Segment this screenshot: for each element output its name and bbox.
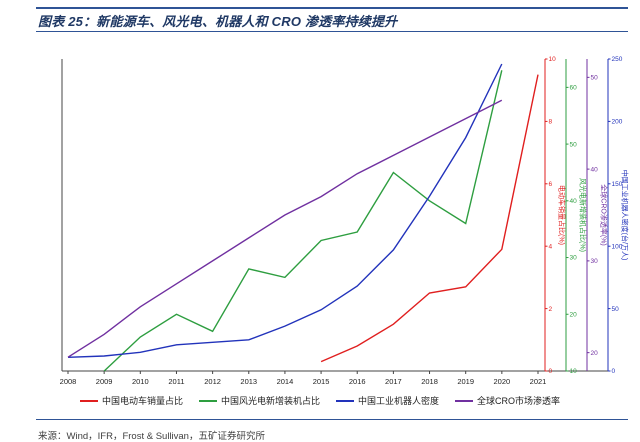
svg-text:2011: 2011 bbox=[168, 377, 184, 386]
svg-text:10: 10 bbox=[570, 368, 578, 375]
svg-text:2: 2 bbox=[549, 306, 553, 313]
svg-text:150: 150 bbox=[612, 181, 623, 188]
svg-text:2012: 2012 bbox=[204, 377, 221, 386]
source-note: 来源：Wind，IFR，Frost & Sullivan，五矿证券研究所 bbox=[38, 431, 265, 442]
svg-text:6: 6 bbox=[549, 181, 553, 188]
right-axes: 0 2 4 6 8 10 电动车销量占比(%) 10 20 30 40 50 60 风光电新增装机占比(%… bbox=[544, 56, 630, 375]
svg-text:2016: 2016 bbox=[349, 377, 366, 386]
chart-legend: 中国电动车销量占比 中国风光电新增装机占比 中国工业机器人密度 全球CRO市场渗透率 bbox=[0, 394, 640, 407]
legend-swatch bbox=[336, 399, 354, 402]
svg-text:2021: 2021 bbox=[530, 377, 547, 386]
svg-text:2018: 2018 bbox=[421, 377, 438, 386]
legend-item: 中国电动车销量占比 bbox=[79, 394, 183, 407]
legend-label: 中国风光电新增装机占比 bbox=[220, 396, 320, 406]
legend-label: 中国电动车销量占比 bbox=[101, 396, 183, 406]
svg-text:40: 40 bbox=[591, 166, 599, 173]
series-lines bbox=[67, 63, 539, 372]
svg-text:200: 200 bbox=[612, 119, 623, 126]
axis-cro: 20 30 40 50 全球CRO渗透率(%) bbox=[586, 59, 609, 371]
legend-swatch bbox=[198, 399, 217, 402]
legend-swatch bbox=[455, 399, 474, 402]
penetration-chart: 2008 2009 2010 2011 2012 2013 2014 2015 2016 2017… bbox=[60, 56, 630, 386]
bottom-rule bbox=[36, 419, 628, 420]
series-line-1 bbox=[103, 70, 503, 372]
svg-text:50: 50 bbox=[612, 306, 620, 313]
svg-text:40: 40 bbox=[570, 198, 578, 205]
svg-text:4: 4 bbox=[549, 243, 553, 250]
svg-text:2020: 2020 bbox=[494, 377, 511, 386]
x-axis: 2008 2009 2010 2011 2012 2013 2014 2015 2016 2017… bbox=[60, 371, 547, 386]
svg-text:50: 50 bbox=[570, 141, 578, 148]
series-line-2 bbox=[67, 63, 503, 358]
top-rule bbox=[36, 7, 628, 9]
axis-wind: 10 20 30 40 50 60 风光电新增装机占比(%) bbox=[565, 59, 588, 375]
svg-text:2014: 2014 bbox=[277, 377, 294, 386]
svg-text:2013: 2013 bbox=[240, 377, 257, 386]
svg-text:2015: 2015 bbox=[313, 377, 330, 386]
svg-text:2010: 2010 bbox=[132, 377, 149, 386]
svg-text:2009: 2009 bbox=[96, 377, 113, 386]
svg-text:全球CRO渗透率(%): 全球CRO渗透率(%) bbox=[600, 184, 609, 245]
svg-text:30: 30 bbox=[591, 258, 599, 265]
svg-text:2017: 2017 bbox=[385, 377, 402, 386]
svg-text:50: 50 bbox=[591, 75, 599, 82]
svg-text:20: 20 bbox=[570, 311, 578, 318]
svg-text:10: 10 bbox=[549, 56, 557, 63]
svg-text:30: 30 bbox=[570, 255, 578, 262]
title-rule bbox=[36, 31, 628, 32]
svg-text:8: 8 bbox=[549, 119, 553, 126]
figure-title: 图表 25：新能源车、风光电、机器人和 CRO 渗透率持续提升 bbox=[38, 14, 398, 29]
legend-swatch bbox=[79, 399, 98, 402]
series-line-3 bbox=[67, 99, 503, 358]
svg-text:中国工业机器人密度(台/万人): 中国工业机器人密度(台/万人) bbox=[621, 170, 630, 261]
axis-ev: 0 2 4 6 8 10 电动车销量占比(%) bbox=[544, 56, 567, 375]
legend-item: 全球CRO市场渗透率 bbox=[455, 394, 560, 407]
series-line-0 bbox=[320, 74, 539, 363]
svg-text:风光电新增装机占比(%): 风光电新增装机占比(%) bbox=[579, 178, 588, 252]
svg-text:250: 250 bbox=[612, 56, 623, 63]
svg-text:电动车销量占比(%): 电动车销量占比(%) bbox=[558, 185, 567, 245]
legend-label: 中国工业机器人密度 bbox=[358, 396, 440, 406]
legend-item: 中国风光电新增装机占比 bbox=[198, 394, 320, 407]
plot-frame bbox=[61, 59, 608, 372]
svg-text:0: 0 bbox=[612, 368, 616, 375]
svg-text:2008: 2008 bbox=[60, 377, 77, 386]
svg-text:100: 100 bbox=[612, 243, 623, 250]
legend-item: 中国工业机器人密度 bbox=[336, 394, 439, 407]
legend-label: 全球CRO市场渗透率 bbox=[477, 396, 561, 406]
axis-robot: 0 50 100 150 200 250 中国工业机器人密度(台/万人) bbox=[607, 56, 630, 375]
svg-text:2019: 2019 bbox=[457, 377, 474, 386]
svg-text:20: 20 bbox=[591, 350, 599, 357]
svg-text:0: 0 bbox=[549, 368, 553, 375]
svg-text:60: 60 bbox=[570, 85, 578, 92]
